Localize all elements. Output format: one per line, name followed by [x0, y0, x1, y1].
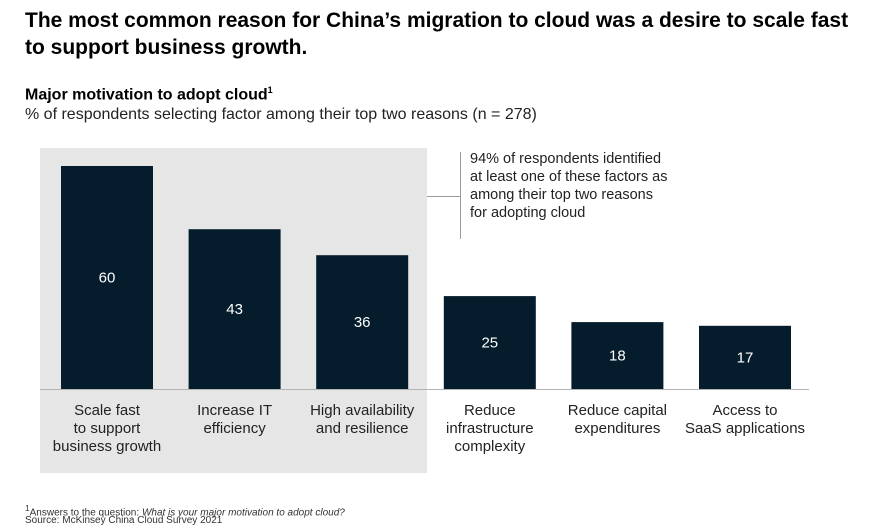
bar-4 — [571, 322, 664, 389]
category-label-1: Increase IT efficiency — [170, 402, 300, 438]
bar-2 — [316, 255, 409, 389]
category-label-line: Increase IT — [197, 402, 273, 419]
bar-5 — [699, 325, 791, 389]
bar-value-label-2: 36 — [354, 314, 371, 331]
bar-1 — [188, 229, 281, 389]
category-label-line: High availability — [310, 402, 415, 419]
category-label-line: SaaS applications — [684, 420, 806, 437]
category-label-line: to support — [73, 420, 141, 437]
category-label-line: complexity — [454, 438, 526, 455]
chart-title-text: Major motivation to adopt cloud — [25, 86, 268, 104]
category-label-5: Access to SaaS applications — [680, 402, 810, 438]
bar-value-label-0: 60 — [99, 270, 116, 287]
bar-value-label-4: 18 — [609, 348, 626, 365]
category-label-line: Reduce — [463, 402, 516, 419]
footnote-prefix: Answers to the question: — [29, 507, 142, 519]
chart-title-footnote-marker: 1 — [267, 85, 273, 95]
footnote: 1Answers to the question: What is your m… — [25, 503, 345, 518]
chart-subtitle: % of respondents selecting factor among … — [25, 106, 537, 123]
category-label-line: Reduce capital — [567, 402, 667, 419]
category-label-2: High availability and resilience — [297, 402, 427, 438]
category-label-3: Reduce infrastructure complexity — [425, 402, 555, 456]
category-label-line: and resilience — [315, 420, 409, 437]
chart-title: Major motivation to adopt cloud1 — [25, 85, 273, 104]
category-label-line: Access to — [712, 402, 778, 419]
bar-value-label-3: 25 — [481, 335, 498, 352]
bar-3 — [443, 296, 536, 389]
category-label-line: infrastructure — [446, 420, 534, 437]
headline: The most common reason for China’s migra… — [25, 9, 849, 59]
category-label-line: Scale fast — [74, 402, 140, 419]
category-label-line: expenditures — [574, 420, 661, 437]
bar-value-label-1: 43 — [226, 301, 243, 318]
annotation-text: 94% of respondents identified at least o… — [470, 151, 668, 221]
annotation-bracket — [460, 152, 461, 239]
category-label-line: business growth — [52, 438, 162, 455]
category-label-4: Reduce capital expenditures — [552, 402, 682, 438]
bar-0 — [61, 166, 153, 389]
annotation-connector — [427, 196, 460, 197]
footnote-question: What is your major motivation to adopt c… — [141, 507, 345, 519]
category-label-line: efficiency — [203, 420, 266, 437]
footnote-marker: 1 — [25, 503, 30, 513]
bars-layer: 60 43 36 25 18 17 — [61, 166, 791, 389]
bar-value-label-5: 17 — [737, 349, 754, 366]
source-note: Source: McKinsey China Cloud Survey 2021 — [25, 515, 223, 526]
category-label-0: Scale fast to support business growth — [42, 402, 172, 456]
